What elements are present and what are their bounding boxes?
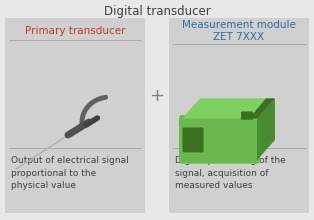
Text: Digital processing of the
signal, acquisition of
measured values: Digital processing of the signal, acquis… [175, 156, 286, 190]
FancyBboxPatch shape [241, 112, 253, 120]
Polygon shape [257, 98, 275, 160]
Text: Digital transducer: Digital transducer [104, 4, 210, 18]
Text: +: + [149, 87, 165, 105]
Text: Primary transducer: Primary transducer [25, 26, 125, 36]
Text: Measurement module
ZET 7XXX: Measurement module ZET 7XXX [182, 20, 296, 42]
Text: Output of electrical signal
proportional to the
physical value: Output of electrical signal proportional… [11, 156, 129, 190]
Polygon shape [249, 98, 275, 119]
FancyBboxPatch shape [179, 115, 260, 164]
Polygon shape [182, 98, 275, 119]
Bar [5, 18, 145, 213]
Bar [169, 18, 309, 213]
FancyBboxPatch shape [182, 127, 203, 152]
